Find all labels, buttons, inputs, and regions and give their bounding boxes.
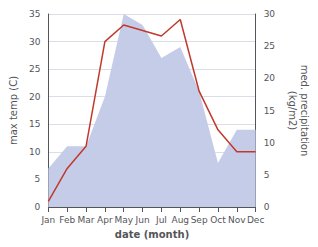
svg-text:Mar: Mar [78, 215, 95, 225]
svg-text:May: May [114, 215, 133, 225]
svg-text:5: 5 [35, 174, 41, 184]
svg-text:0: 0 [35, 202, 41, 212]
svg-text:15: 15 [29, 119, 40, 129]
svg-text:Feb: Feb [59, 215, 75, 225]
svg-text:(kg/m2): (kg/m2) [287, 91, 298, 131]
svg-text:15: 15 [264, 106, 275, 116]
svg-text:0: 0 [264, 202, 270, 212]
svg-text:5: 5 [264, 170, 270, 180]
svg-text:10: 10 [29, 147, 41, 157]
svg-text:Jun: Jun [135, 215, 150, 225]
svg-text:30: 30 [264, 9, 276, 19]
svg-text:Aug: Aug [171, 215, 189, 225]
svg-text:20: 20 [264, 73, 276, 83]
svg-text:Apr: Apr [97, 215, 113, 225]
svg-text:Oct: Oct [210, 215, 226, 225]
svg-text:10: 10 [264, 138, 276, 148]
svg-text:Dec: Dec [247, 215, 264, 225]
svg-text:Jul: Jul [155, 215, 167, 225]
svg-text:20: 20 [29, 92, 41, 102]
svg-text:25: 25 [264, 41, 275, 51]
svg-text:30: 30 [29, 37, 41, 47]
svg-text:25: 25 [29, 64, 40, 74]
svg-text:med. precipitation: med. precipitation [299, 65, 310, 157]
svg-text:35: 35 [29, 9, 40, 19]
svg-text:Sep: Sep [191, 215, 208, 225]
svg-text:max temp (C): max temp (C) [8, 76, 19, 145]
svg-text:Nov: Nov [228, 215, 246, 225]
svg-text:Jan: Jan [40, 215, 55, 225]
svg-text:date (month): date (month) [115, 229, 189, 240]
